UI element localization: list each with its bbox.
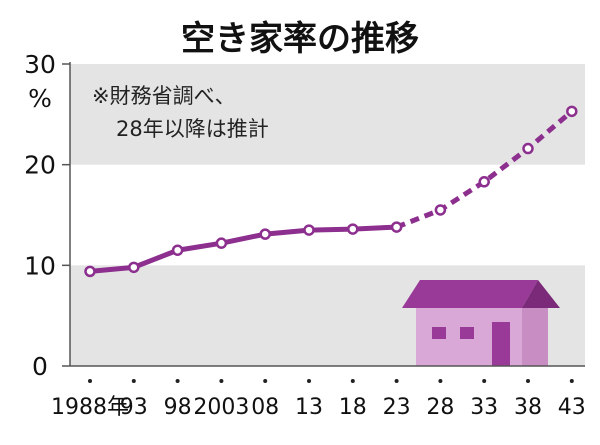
x-tick-dot: [569, 379, 574, 383]
data-point-18: [347, 223, 359, 235]
house-window-right: [460, 327, 474, 339]
house-roof-side: [522, 280, 560, 308]
x-tick-label: 33: [470, 395, 498, 420]
x-tick-label: 13: [295, 395, 323, 420]
x-tick-dot: [482, 379, 487, 383]
data-point-93: [128, 261, 140, 274]
x-tick-label: 43: [558, 395, 586, 420]
x-tick-dot: [219, 379, 224, 383]
x-tick-dot: [438, 379, 443, 383]
x-tick-label: 1988年: [51, 395, 129, 420]
series-estimate-segment: [395, 109, 574, 230]
x-tick-label: 18: [339, 395, 367, 420]
x-tick-dot: [307, 379, 311, 383]
x-tick-dot: [526, 379, 530, 383]
y-axis-unit: %: [28, 84, 52, 113]
x-tick-label: 98: [164, 395, 192, 420]
x-tick-dot: [131, 379, 136, 383]
y-axis-ticks: 0 10 20 30: [24, 50, 70, 381]
data-point-98: [171, 244, 184, 256]
x-tick-label: 28: [426, 395, 454, 420]
data-point-23: [390, 221, 403, 233]
x-tick-label: 23: [383, 395, 411, 420]
data-point-13: [303, 224, 315, 236]
x-tick-dot: [263, 379, 268, 383]
house-window-left: [432, 327, 446, 339]
house-wall-side: [522, 305, 548, 366]
x-tick-label: 2003: [193, 395, 249, 420]
y-tick-label: 10: [24, 251, 56, 280]
x-tick-dot: [394, 379, 399, 383]
data-point-43: [566, 105, 578, 118]
data-point-2003: [215, 237, 228, 249]
x-tick-dot: [175, 379, 180, 383]
series-solid-segment: [89, 224, 397, 274]
data-point-38: [522, 142, 534, 155]
house-door: [492, 322, 510, 366]
x-tick-dot: [350, 379, 355, 383]
x-tick-dot: [88, 379, 92, 383]
x-tick-label: 38: [514, 395, 542, 420]
data-point-1988年: [84, 265, 96, 278]
x-tick-label: 93: [120, 395, 148, 420]
house-icon: [402, 280, 560, 366]
data-point-33: [478, 176, 490, 188]
x-tick-label: 08: [251, 395, 279, 420]
y-tick-label: 0: [32, 352, 48, 381]
note-line-2: 28年以降は推計: [116, 117, 269, 141]
data-point-08: [259, 228, 271, 240]
chart-title: 空き家率の推移: [181, 19, 419, 59]
note-line-1: ※財務省調べ、: [92, 84, 236, 108]
y-tick-label: 20: [24, 151, 56, 180]
series-line: [84, 105, 578, 278]
house-roof: [402, 280, 538, 308]
data-point-28: [434, 204, 447, 216]
y-tick-label: 30: [24, 50, 56, 79]
grid-band-1: [70, 64, 585, 165]
